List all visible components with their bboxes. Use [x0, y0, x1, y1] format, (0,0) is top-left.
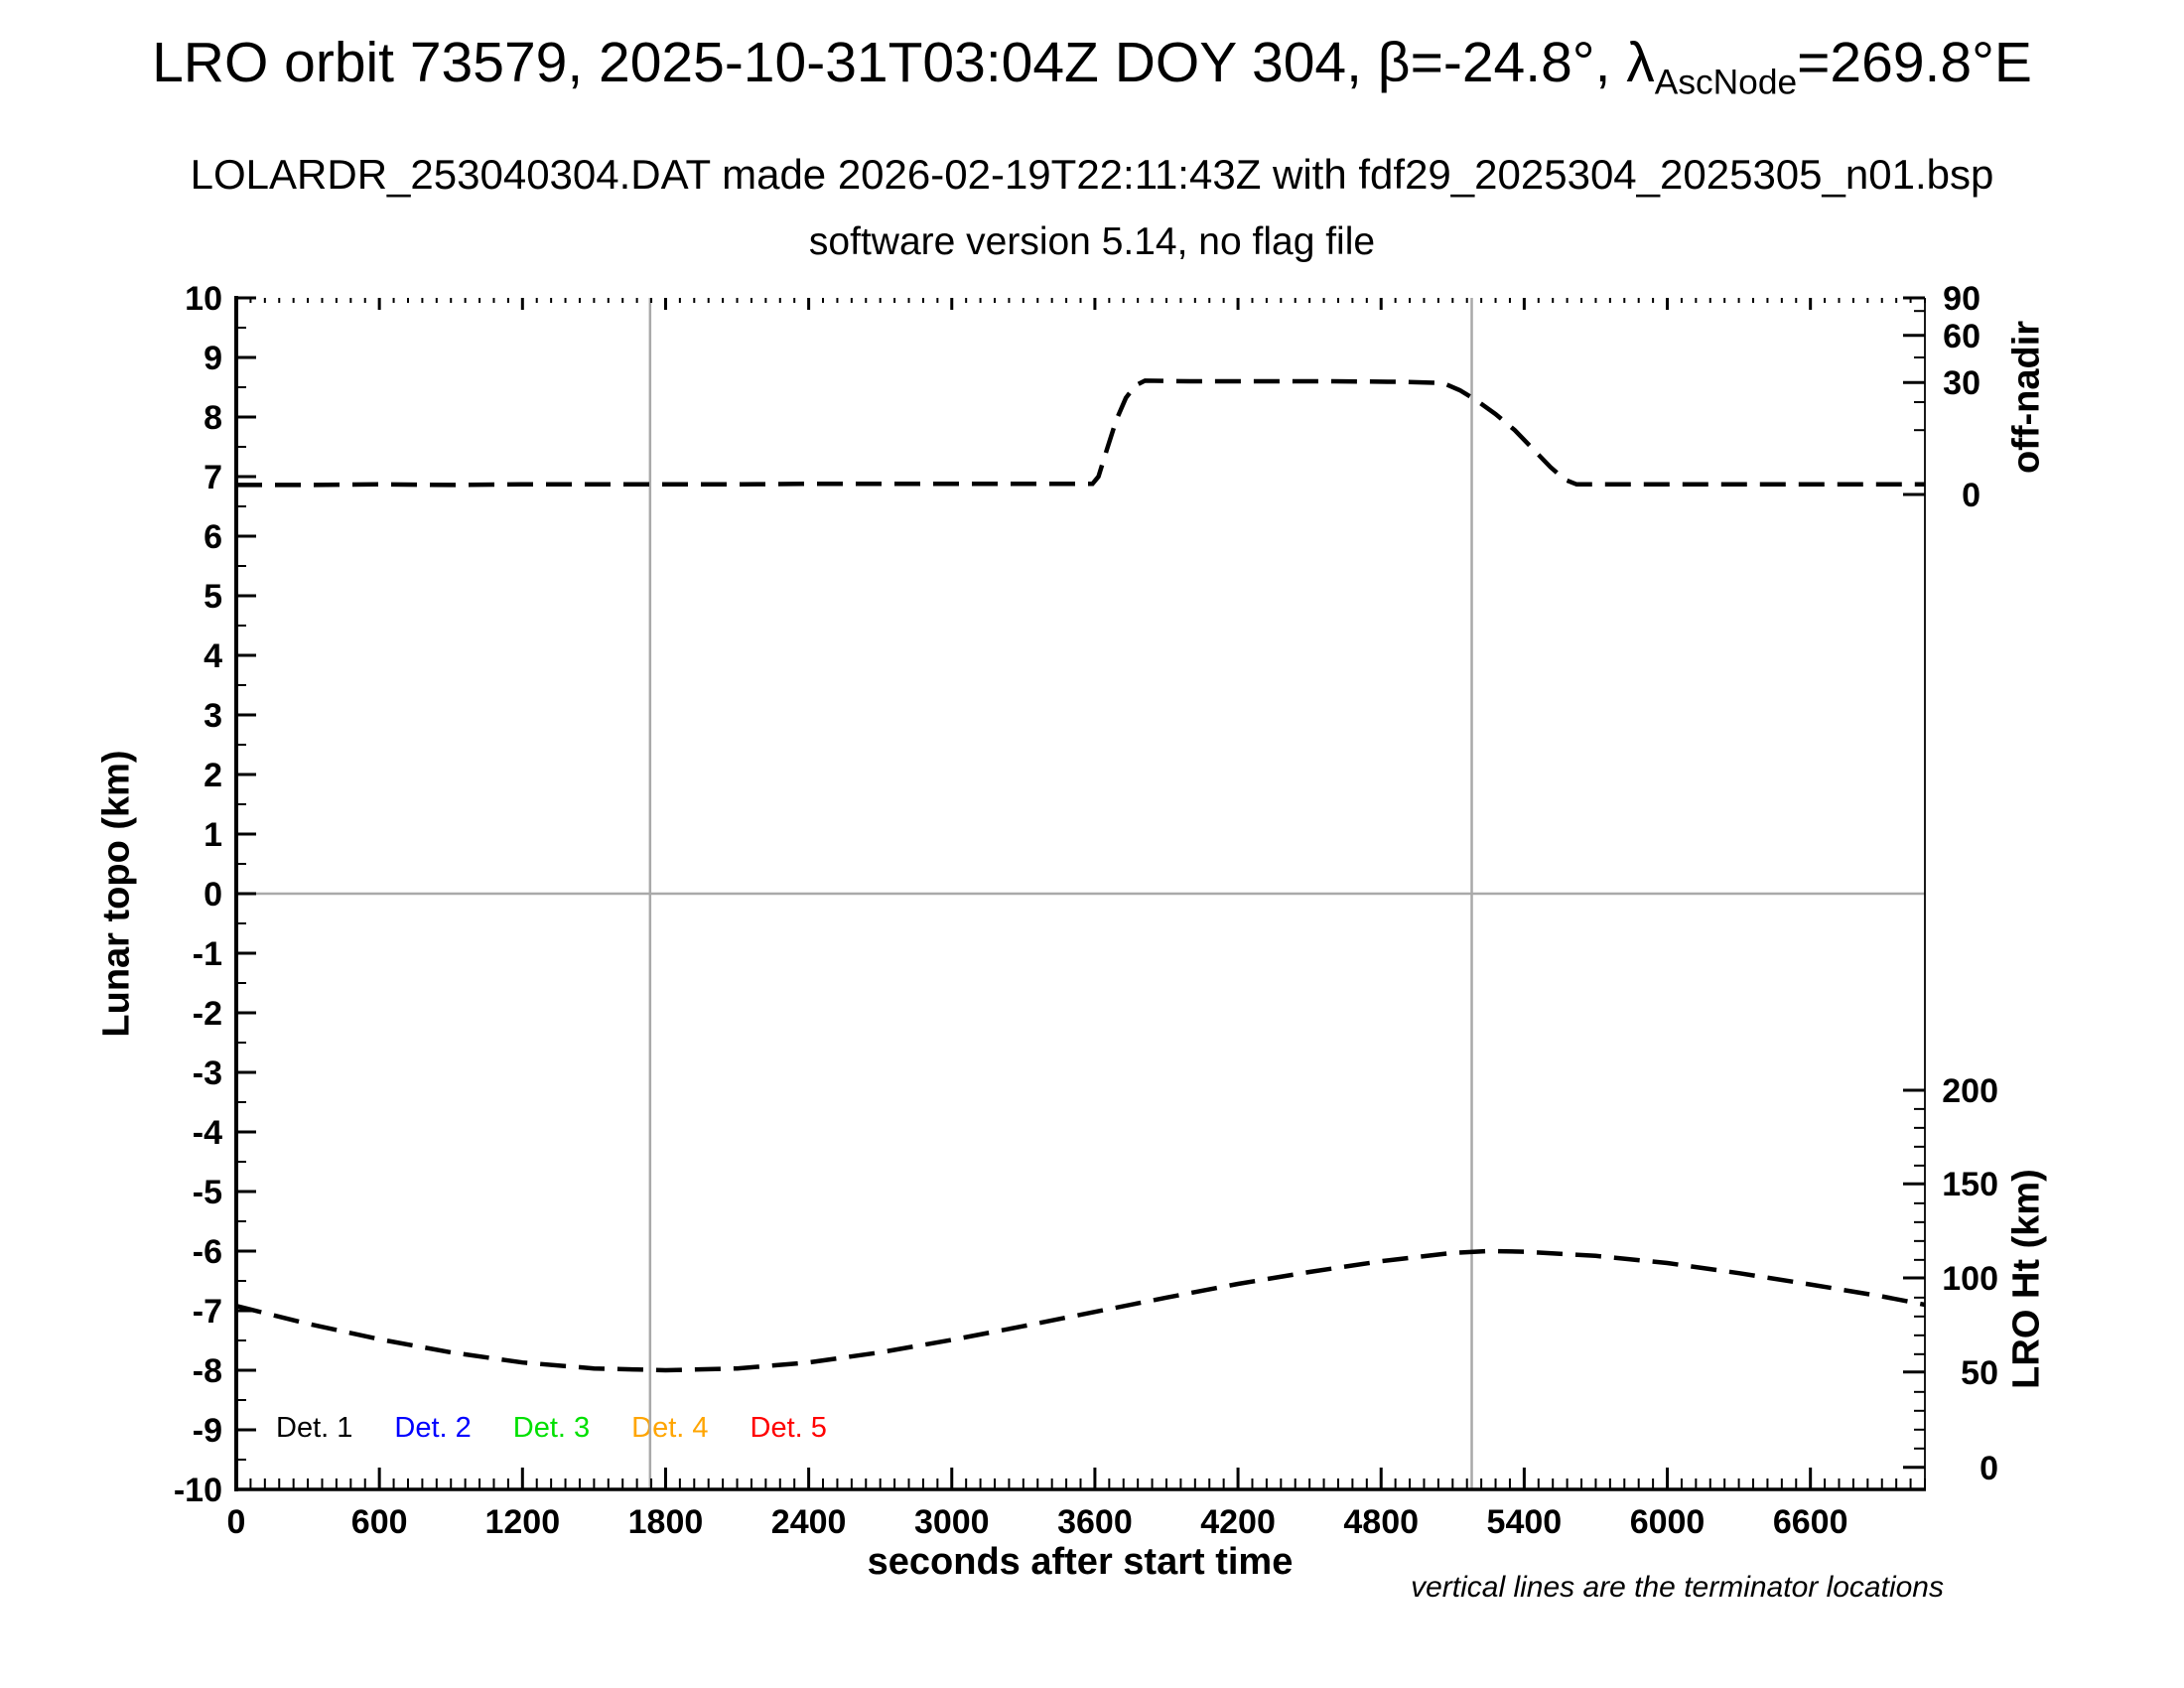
offnadir-tick-label: 90 [1943, 280, 1980, 318]
subtitle-version-line: software version 5.14, no flag file [808, 220, 1376, 263]
offnadir-tick-label: 30 [1943, 364, 1980, 402]
y-tick-label: 8 [204, 399, 222, 437]
title-text: LRO orbit 73579, 2025-10-31T03:04Z DOY 3… [152, 31, 1655, 94]
y-tick-label: 1 [204, 816, 222, 854]
lro-ht-tick-label: 0 [1979, 1450, 1998, 1487]
y-tick-label: -7 [193, 1293, 222, 1331]
lro-ht-tick-label: 100 [1942, 1260, 1998, 1298]
lro-ht-tick-label: 200 [1942, 1072, 1998, 1110]
x-tick-label: 3600 [1057, 1503, 1133, 1541]
x-tick-label: 5400 [1487, 1503, 1563, 1541]
y-tick-label: 6 [204, 518, 222, 556]
y-tick-label: 7 [204, 459, 222, 496]
x-axis-title: seconds after start time [867, 1541, 1294, 1583]
y-tick-label: -9 [193, 1412, 222, 1450]
title-subscript: AscNode [1654, 63, 1798, 102]
lro-ht-tick-label: 150 [1942, 1166, 1998, 1203]
detector-legend: Det. 1 Det. 2 Det. 3 Det. 4 Det. 5 [276, 1412, 827, 1445]
x-tick-label: 6600 [1773, 1503, 1848, 1541]
x-tick-label: 0 [227, 1503, 246, 1541]
lro-height-curve [235, 1248, 1926, 1373]
y-tick-label: -2 [193, 995, 222, 1033]
y-tick-label: 0 [204, 876, 222, 914]
y-tick-label: 3 [204, 697, 222, 735]
title-suffix: =269.8°E [1797, 31, 2032, 94]
y-tick-label: 4 [204, 637, 222, 675]
x-tick-label: 1800 [628, 1503, 704, 1541]
legend-item-det5: Det. 5 [750, 1412, 827, 1444]
y-tick-label: 5 [204, 578, 222, 616]
legend-item-det4: Det. 4 [631, 1412, 709, 1444]
y-tick-label: -4 [193, 1114, 222, 1152]
page-title: LRO orbit 73579, 2025-10-31T03:04Z DOY 3… [0, 30, 2184, 102]
terminator-footnote: vertical lines are the terminator locati… [1411, 1571, 1944, 1604]
off-nadir-curve [236, 378, 1925, 488]
y-tick-label: -6 [193, 1233, 222, 1271]
y-tick-label: -3 [193, 1055, 222, 1092]
legend-item-det1: Det. 1 [276, 1412, 353, 1444]
x-tick-label: 4200 [1200, 1503, 1276, 1541]
x-tick-label: 1200 [484, 1503, 560, 1541]
x-tick-label: 4800 [1343, 1503, 1419, 1541]
y-tick-label: -1 [193, 935, 222, 973]
y-tick-label: -10 [174, 1472, 222, 1509]
y-tick-label: 9 [204, 340, 222, 377]
x-tick-label: 600 [351, 1503, 408, 1541]
legend-item-det3: Det. 3 [512, 1412, 591, 1444]
offnadir-tick-label: 0 [1962, 477, 1980, 514]
x-tick-label: 2400 [771, 1503, 847, 1541]
y-tick-label: 2 [204, 757, 222, 794]
offnadir-tick-label: 60 [1943, 318, 1980, 355]
subtitle-file-line: LOLARDR_253040304.DAT made 2026-02-19T22… [190, 151, 1994, 198]
x-tick-label: 3000 [914, 1503, 990, 1541]
y-tick-label: -8 [193, 1352, 222, 1390]
y-tick-label: 10 [185, 280, 222, 318]
lro-ht-tick-label: 50 [1961, 1354, 1998, 1392]
legend-item-det2: Det. 2 [394, 1412, 472, 1444]
x-tick-label: 6000 [1630, 1503, 1706, 1541]
y-tick-label: -5 [193, 1174, 222, 1211]
